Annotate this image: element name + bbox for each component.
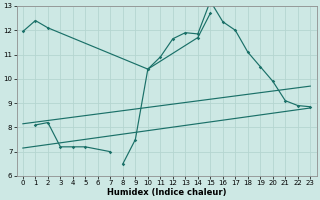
X-axis label: Humidex (Indice chaleur): Humidex (Indice chaleur) xyxy=(107,188,226,197)
